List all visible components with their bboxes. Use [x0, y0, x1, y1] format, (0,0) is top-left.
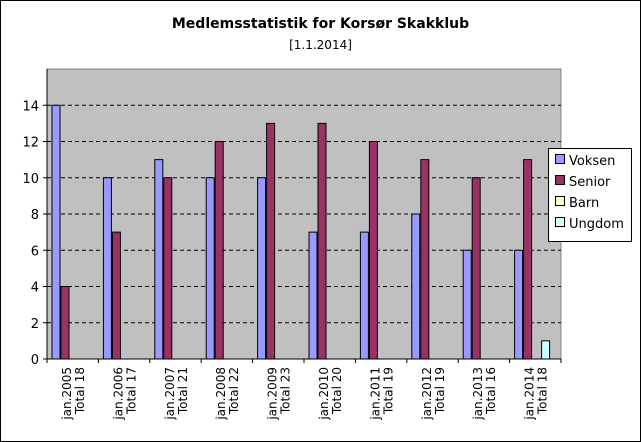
bar-senior-jan.2007 — [163, 177, 173, 360]
y-tick-label: 12 — [22, 136, 39, 151]
x-tick-total: Total 19 — [433, 367, 447, 415]
bar-senior-jan.2006 — [111, 231, 121, 360]
x-tick-total: Total 16 — [484, 367, 498, 415]
legend-item-barn: Barn — [555, 195, 599, 213]
x-tick-label: jan.2006 — [111, 367, 125, 421]
x-tick-label-group: jan.2013 Total 16 — [471, 367, 498, 421]
series-senior — [60, 122, 533, 360]
bar-voksen-jan.2006 — [102, 177, 112, 360]
x-tick-total: Total 17 — [124, 367, 138, 415]
y-tick-label: 6 — [31, 244, 39, 259]
bar-senior-jan.2014 — [523, 159, 533, 360]
bar-voksen-jan.2007 — [154, 159, 164, 360]
x-tick-label-group: jan.2007 Total 21 — [163, 367, 190, 421]
x-tick-label-group: jan.2012 Total 19 — [420, 367, 447, 421]
x-tick-total: Total 19 — [381, 367, 395, 415]
series-voksen — [51, 104, 524, 360]
chart-subtitle: [1.1.2014] — [289, 38, 352, 52]
chart-title: Medlemsstatistik for Korsør Skakklub — [171, 16, 470, 32]
x-tick-label: jan.2014 — [523, 367, 537, 421]
legend-label: Senior — [569, 175, 611, 190]
bar-senior-jan.2011 — [368, 141, 378, 360]
bar-senior-jan.2005 — [60, 286, 70, 360]
x-tick-label-group: jan.2010 Total 20 — [317, 367, 344, 421]
x-tick-total: Total 22 — [227, 367, 241, 415]
bar-senior-jan.2013 — [471, 177, 481, 360]
legend-item-ungdom: Ungdom — [555, 216, 624, 234]
bar-senior-jan.2012 — [420, 159, 430, 360]
bar-voksen-jan.2009 — [257, 177, 267, 360]
bar-voksen-jan.2005 — [51, 104, 61, 360]
bar-senior-jan.2009 — [266, 122, 276, 360]
y-tick-label: 8 — [31, 208, 39, 223]
bar-senior-jan.2008 — [214, 141, 224, 360]
bar-voksen-jan.2010 — [308, 231, 318, 360]
legend-swatch — [555, 196, 565, 206]
x-tick-label-group: jan.2008 Total 22 — [214, 367, 241, 421]
legend-label: Ungdom — [569, 217, 624, 232]
x-tick-label-group: jan.2011 Total 19 — [368, 367, 395, 421]
x-tick-label: jan.2012 — [420, 367, 434, 421]
y-tick-label: 10 — [22, 172, 39, 187]
x-tick-total: Total 18 — [73, 367, 87, 415]
legend-swatch — [555, 217, 565, 227]
legend-swatch — [555, 154, 565, 164]
bar-ungdom-jan.2014 — [541, 340, 551, 360]
legend-item-senior: Senior — [555, 174, 610, 192]
x-tick-label: jan.2011 — [368, 367, 382, 421]
y-tick-label: 2 — [31, 317, 39, 332]
x-tick-label: jan.2008 — [214, 367, 228, 421]
x-tick-label: jan.2013 — [471, 367, 485, 421]
x-tick-total: Total 18 — [536, 367, 550, 415]
x-tick-label: jan.2010 — [317, 367, 331, 421]
x-tick-label-group: jan.2005 Total 18 — [60, 367, 87, 421]
x-tick-label: jan.2009 — [266, 367, 280, 421]
legend: Voksen Senior Barn Ungdom — [548, 148, 632, 242]
legend-item-voksen: Voksen — [555, 153, 615, 171]
y-tick-label: 14 — [22, 99, 39, 114]
legend-label: Barn — [569, 196, 600, 211]
x-tick-label-group: jan.2006 Total 17 — [111, 367, 138, 421]
x-tick-label: jan.2005 — [60, 367, 74, 421]
x-tick-total: Total 20 — [330, 367, 344, 415]
bar-voksen-jan.2008 — [205, 177, 215, 360]
bar-voksen-jan.2011 — [359, 231, 369, 360]
y-tick-label: 4 — [31, 281, 39, 296]
x-tick-label-group: jan.2009 Total 23 — [266, 367, 293, 421]
y-tick-label: 0 — [31, 353, 39, 368]
bar-senior-jan.2010 — [317, 122, 327, 360]
legend-label: Voksen — [569, 154, 616, 169]
x-tick-label: jan.2007 — [163, 367, 177, 421]
x-tick-total: Total 23 — [279, 367, 293, 415]
series-ungdom — [541, 340, 551, 360]
legend-swatch — [555, 175, 565, 185]
bar-voksen-jan.2014 — [514, 249, 524, 360]
bar-voksen-jan.2012 — [411, 213, 421, 360]
x-tick-total: Total 21 — [176, 367, 190, 415]
bar-voksen-jan.2013 — [462, 249, 472, 360]
x-tick-label-group: jan.2014 Total 18 — [523, 367, 550, 421]
